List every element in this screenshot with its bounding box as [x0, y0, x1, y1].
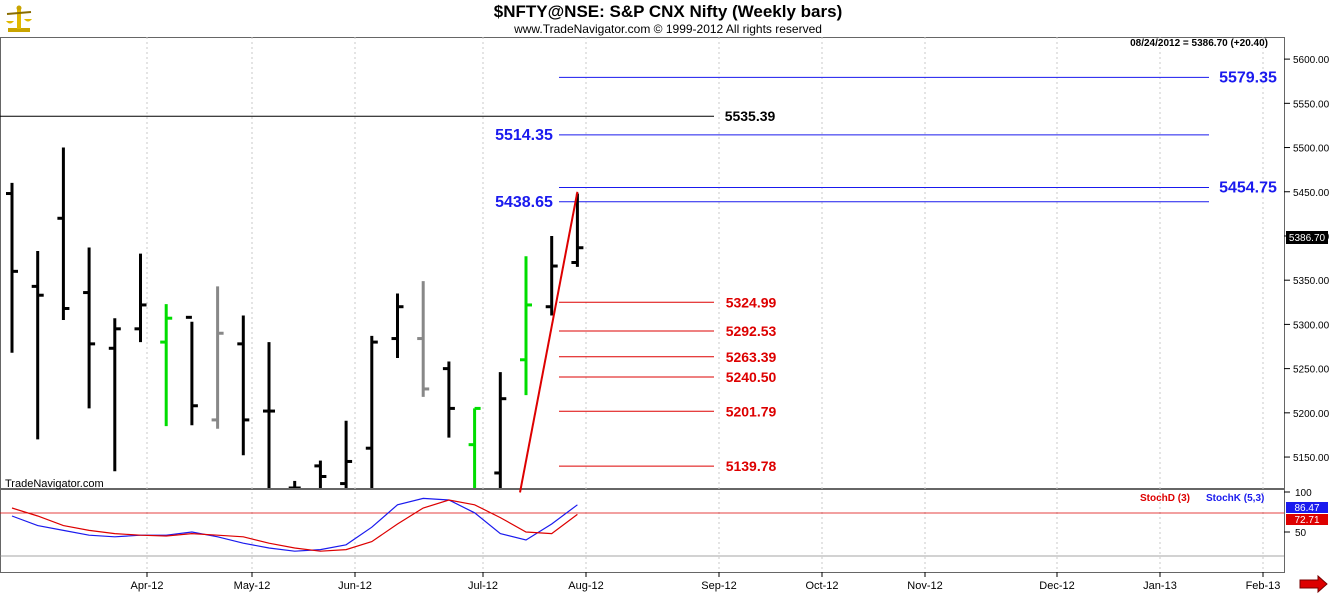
legend-stochk: StochK (5,3)	[1206, 493, 1264, 504]
level-label-5454.75: 5454.75	[1219, 180, 1277, 197]
ohlc-bar-0	[6, 182, 18, 353]
level-label-5263.39: 5263.39	[726, 349, 777, 365]
scroll-right-arrow-icon[interactable]	[1299, 574, 1328, 594]
trendline-segment	[519, 191, 579, 493]
y-tick-label-9: 5150.00	[1293, 453, 1330, 464]
x-tick-label-3: Jul-12	[468, 580, 498, 592]
ohlc-bar-10	[263, 342, 275, 488]
ohlc-bar-8	[211, 286, 224, 429]
y-tick-label-1: 5550.00	[1293, 99, 1330, 110]
stoch-series-1	[11, 499, 578, 552]
copyright-text: www.TradeNavigator.com © 1999-2012 All r…	[514, 22, 822, 36]
ohlc-bar-16	[417, 281, 430, 397]
ohlc-bar-12	[314, 460, 327, 488]
last-price-tag: 5386.70	[1286, 231, 1328, 244]
x-axis: Apr-12 May-12 Jun-12 Jul-12 Aug-12 Sep-12 Oct-…	[130, 572, 1280, 592]
ohlc-bar-5	[134, 253, 147, 343]
stoch-y-axis: 100 50	[1284, 488, 1312, 539]
ohlc-bar-22	[571, 193, 584, 267]
x-tick-label-9: Jan-13	[1143, 580, 1177, 592]
y-tick-label-2: 5500.00	[1293, 144, 1330, 155]
ohlc-bar-20	[520, 256, 532, 396]
stoch-value-tags: 86.47 72.71	[1286, 502, 1328, 526]
level-label-5535.39: 5535.39	[725, 108, 776, 124]
x-tick-label-6: Oct-12	[805, 580, 838, 592]
stoch-tick-label-0: 100	[1295, 488, 1312, 499]
stoch-series-0	[11, 497, 578, 552]
last-bar-info: 08/24/2012 = 5386.70 (+20.40)	[1130, 38, 1268, 49]
x-tick-label-7: Nov-12	[907, 580, 942, 592]
fib-levels: 5579.35 5535.39 5514.35 5454.75 5438.65 5324.…	[0, 69, 1277, 474]
price-panel	[0, 37, 1285, 489]
ohlc-bar-2	[57, 147, 70, 320]
legend-stochd: StochD (3)	[1140, 493, 1190, 504]
x-tick-label-8: Dec-12	[1039, 580, 1074, 592]
x-tick-label-10: Feb-13	[1246, 580, 1281, 592]
y-tick-label-5: 5350.00	[1293, 276, 1330, 287]
last-price-label: 5386.70	[1289, 233, 1326, 244]
ohlc-bar-3	[83, 247, 96, 409]
y-tick-label-7: 5250.00	[1293, 365, 1330, 376]
chart-title: $NFTY@NSE: S&P CNX Nifty (Weekly bars)	[493, 2, 843, 21]
y-tick-label-8: 5200.00	[1293, 409, 1330, 420]
ohlc-bar-17	[442, 361, 455, 438]
ohlc-bar-11	[288, 480, 301, 488]
x-tick-label-0: Apr-12	[130, 580, 163, 592]
ohlc-bar-13	[340, 420, 353, 488]
level-label-5514.35: 5514.35	[495, 127, 553, 144]
level-label-5579.35: 5579.35	[1219, 69, 1277, 86]
level-label-5240.50: 5240.50	[726, 369, 777, 385]
y-tick-label-3: 5450.00	[1293, 188, 1330, 199]
price-bars	[6, 147, 584, 488]
scales-logo-icon	[6, 5, 32, 32]
level-label-5324.99: 5324.99	[726, 294, 777, 310]
stochk-value: 86.47	[1294, 503, 1319, 514]
x-tick-label-5: Sep-12	[701, 580, 736, 592]
y-tick-label-0: 5600.00	[1293, 55, 1330, 66]
level-label-5201.79: 5201.79	[726, 403, 777, 419]
x-tick-label-1: May-12	[234, 580, 271, 592]
price-y-axis: 5600.005550.005500.005450.005400.005350.…	[1284, 55, 1330, 464]
ohlc-bar-4	[108, 318, 121, 472]
level-label-5139.78: 5139.78	[726, 458, 777, 474]
x-tick-label-2: Jun-12	[338, 580, 372, 592]
level-label-5292.53: 5292.53	[726, 323, 777, 339]
stoch-tick-label-1: 50	[1295, 528, 1307, 539]
y-tick-label-6: 5300.00	[1293, 320, 1330, 331]
grid	[0, 37, 1284, 572]
ohlc-bar-21	[545, 235, 558, 316]
ohlc-bar-15	[391, 293, 404, 359]
stoch-panel	[0, 489, 1285, 573]
ohlc-bar-14	[365, 335, 378, 488]
x-tick-label-4: Aug-12	[568, 580, 603, 592]
ohlc-bar-1	[31, 251, 44, 440]
ohlc-bar-7	[185, 315, 198, 426]
trendline	[519, 191, 579, 493]
stoch-legend: StochD (3) StochK (5,3)	[1140, 493, 1264, 504]
ohlc-bar-6	[160, 304, 173, 427]
ohlc-bar-19	[494, 372, 507, 488]
ohlc-bar-18	[468, 406, 481, 488]
stochastic-lines	[11, 497, 578, 552]
ohlc-bar-9	[237, 315, 250, 456]
level-label-5438.65: 5438.65	[495, 194, 553, 211]
stochd-value: 72.71	[1294, 515, 1319, 526]
watermark: TradeNavigator.com	[5, 478, 104, 490]
